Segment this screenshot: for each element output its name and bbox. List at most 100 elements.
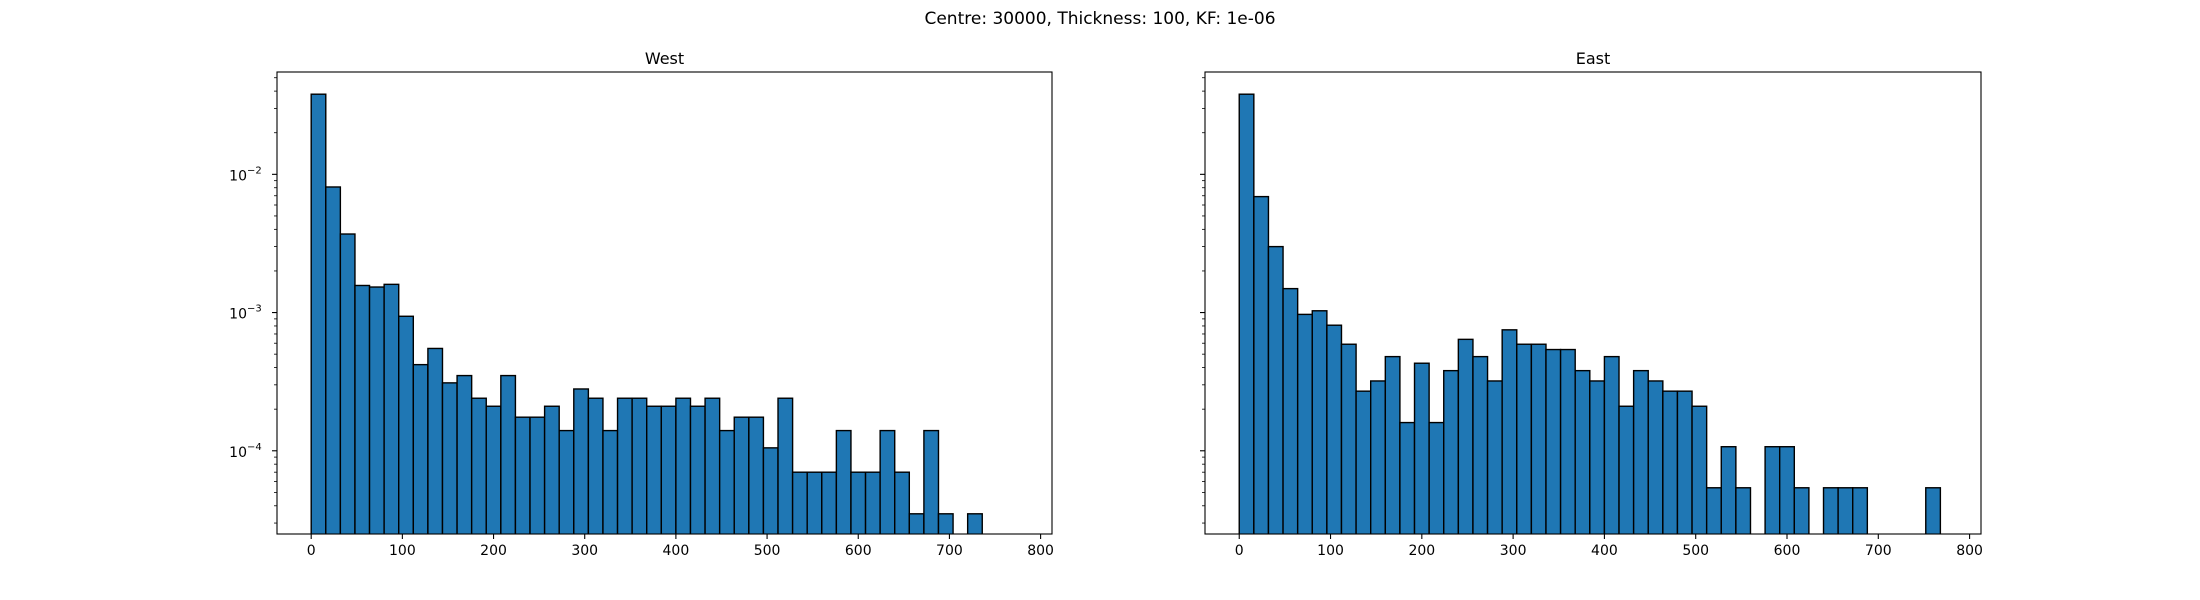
east-xtick-label: 400: [1591, 543, 1618, 559]
east-bar: [1340, 343, 1357, 534]
west-bar: [573, 388, 590, 534]
west-bar: [529, 416, 546, 534]
west-xtick-label: 300: [571, 543, 598, 559]
east-bar: [1691, 405, 1708, 534]
west-bar: [762, 447, 779, 534]
west-bar: [733, 416, 750, 534]
west-bar: [850, 471, 867, 534]
east-bar: [1413, 362, 1430, 534]
west-bar: [879, 429, 896, 534]
west-axes-frame: [276, 71, 1053, 535]
east-bar: [1764, 446, 1781, 534]
east-bar: [1559, 348, 1576, 534]
west-ytick-exponent: −4: [247, 442, 262, 453]
east-bar: [1282, 287, 1299, 534]
west-bar: [821, 471, 838, 534]
east-bar: [1355, 390, 1372, 534]
east-bar: [1457, 338, 1474, 534]
west-bar: [470, 397, 487, 534]
west-xtick-label: 400: [663, 543, 690, 559]
east-bar: [1501, 329, 1518, 534]
west-bar: [631, 397, 648, 534]
west-bar: [937, 513, 954, 534]
west-bar: [325, 186, 342, 534]
west-bar: [310, 93, 327, 534]
east-bar: [1428, 421, 1445, 534]
east-bar: [1793, 487, 1810, 534]
east-bar: [1852, 487, 1869, 534]
east-bar: [1326, 324, 1343, 534]
west-bar: [923, 429, 940, 534]
east-bar: [1720, 446, 1737, 534]
east-bar: [1647, 380, 1664, 534]
west-xtick-label: 100: [389, 543, 416, 559]
west-bar: [514, 416, 531, 534]
east-bar: [1296, 313, 1313, 534]
west-xtick-label: 500: [754, 543, 781, 559]
east-bar: [1399, 421, 1416, 534]
east-bar: [1735, 487, 1752, 534]
east-bar: [1618, 405, 1635, 534]
west-bar: [427, 347, 444, 534]
east-bar: [1472, 355, 1489, 534]
east-bar: [1545, 348, 1562, 534]
east-axes-frame: [1204, 71, 1982, 535]
figure-suptitle: Centre: 30000, Thickness: 100, KF: 1e-06: [924, 9, 1275, 29]
west-bar: [689, 405, 706, 534]
west-bar: [748, 416, 765, 534]
east-bar: [1662, 390, 1679, 534]
east-xtick-label: 100: [1317, 543, 1344, 559]
west-ytick-label: 10: [229, 445, 247, 461]
east-bar: [1676, 390, 1693, 534]
east-bar: [1369, 380, 1387, 534]
east-bar: [1267, 245, 1284, 534]
east-bar: [1778, 446, 1796, 534]
west-ytick-label: 10: [229, 168, 247, 184]
east-bar: [1837, 487, 1854, 534]
west-bar: [966, 513, 983, 534]
west-bar: [660, 405, 677, 534]
west-bar: [616, 397, 633, 534]
west-bar: [602, 429, 619, 534]
east-xtick-label: 300: [1500, 543, 1527, 559]
east-bars: [1238, 93, 1942, 534]
west-xtick-label: 800: [1027, 543, 1054, 559]
west-ytick-exponent: −2: [247, 165, 262, 176]
west-bar: [558, 429, 575, 534]
west-bar: [864, 471, 881, 534]
west-bar: [456, 374, 473, 534]
west-ytick-exponent: −3: [247, 304, 262, 315]
east-title: East: [1576, 49, 1611, 68]
west-bar: [383, 283, 400, 534]
east-bar: [1822, 487, 1839, 534]
east-bar: [1238, 93, 1255, 534]
west-bar: [791, 471, 808, 534]
east-xtick-label: 600: [1774, 543, 1801, 559]
east-bar: [1384, 355, 1401, 534]
east-panel: East 0 100 200 300 400 500 600 700 800: [1200, 49, 1983, 559]
east-bar: [1443, 369, 1460, 534]
west-bar: [646, 405, 663, 534]
west-bar: [587, 397, 604, 534]
west-xtick-label: 700: [936, 543, 963, 559]
west-bar: [500, 374, 517, 534]
west-title: West: [645, 49, 684, 68]
east-bar: [1253, 195, 1270, 534]
west-bar: [543, 405, 560, 534]
east-bar: [1603, 355, 1620, 534]
west-bar: [368, 286, 385, 534]
west-xtick-label: 600: [845, 543, 872, 559]
west-bar: [412, 363, 429, 534]
west-xtick-label: 0: [307, 543, 316, 559]
west-bar: [339, 233, 356, 534]
west-bar: [777, 397, 794, 534]
east-xtick-label: 800: [1956, 543, 1983, 559]
west-bar: [835, 429, 852, 534]
east-xtick-label: 200: [1408, 543, 1435, 559]
west-bar: [908, 513, 925, 534]
west-bar: [398, 315, 415, 534]
east-bar: [1632, 369, 1649, 534]
east-bar: [1486, 380, 1503, 534]
east-bar: [1705, 487, 1722, 534]
